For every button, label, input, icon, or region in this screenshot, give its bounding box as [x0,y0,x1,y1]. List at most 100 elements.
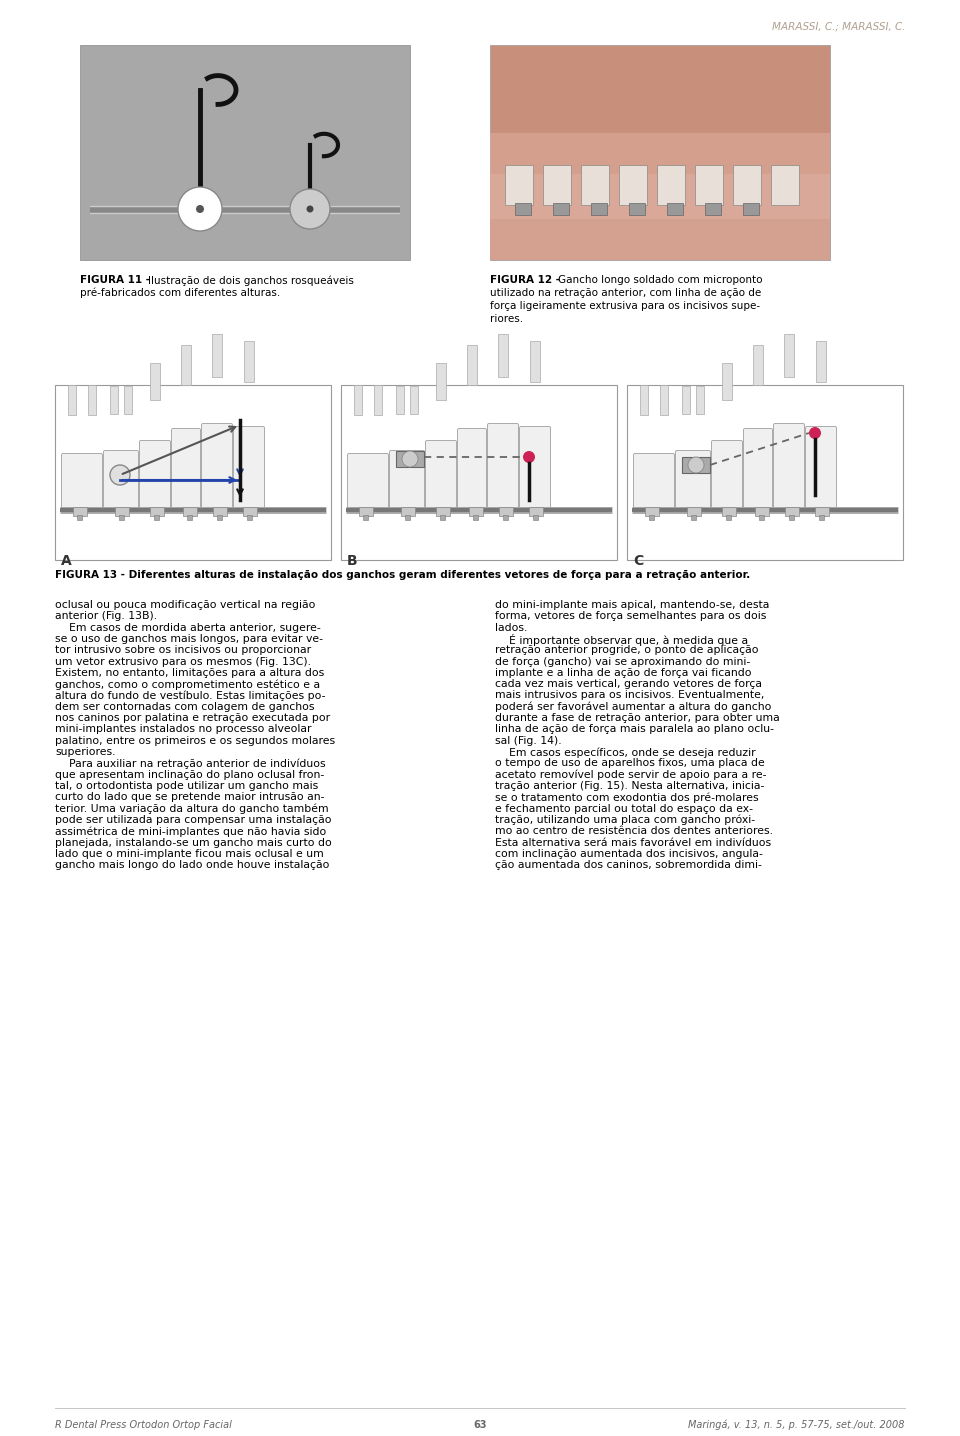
Bar [619,165,647,205]
Text: riores.: riores. [490,314,523,325]
Text: tal, o ortodontista pode utilizar um gancho mais: tal, o ortodontista pode utilizar um gan… [55,781,319,791]
FancyBboxPatch shape [61,454,103,511]
Bar [816,340,826,382]
Circle shape [523,451,535,462]
Bar [629,202,645,215]
Bar [645,507,659,516]
Text: superiores.: superiores. [55,747,115,757]
Text: mo ao centro de resistência dos dentes anteriores.: mo ao centro de resistência dos dentes a… [495,826,773,836]
Text: força ligeiramente extrusiva para os incisivos supe-: força ligeiramente extrusiva para os inc… [490,302,760,312]
Bar [771,165,799,205]
Text: de força (gancho) vai se aproximando do mini-: de força (gancho) vai se aproximando do … [495,656,751,666]
Text: ganchos, como o comprometimento estético e a: ganchos, como o comprometimento estético… [55,679,320,689]
Bar [396,386,404,414]
Text: poderá ser favorável aumentar a altura do gancho: poderá ser favorável aumentar a altura d… [495,702,772,712]
FancyBboxPatch shape [139,441,171,511]
Bar [784,335,794,378]
Text: Existem, no entanto, limitações para a altura dos: Existem, no entanto, limitações para a a… [55,668,324,678]
Bar [110,386,118,414]
Text: anterior (Fig. 13B).: anterior (Fig. 13B). [55,612,157,622]
Bar [755,507,769,516]
FancyBboxPatch shape [774,424,804,511]
Bar [789,516,794,520]
Bar [73,507,87,516]
Bar [753,345,763,385]
Text: Maringá, v. 13, n. 5, p. 57-75, set./out. 2008: Maringá, v. 13, n. 5, p. 57-75, set./out… [688,1420,905,1430]
Text: o tempo de uso de aparelhos fixos, uma placa de: o tempo de uso de aparelhos fixos, uma p… [495,758,765,768]
Text: B: B [347,554,358,569]
FancyBboxPatch shape [805,426,836,511]
Text: cada vez mais vertical, gerando vetores de força: cada vez mais vertical, gerando vetores … [495,679,762,689]
Text: linha de ação de força mais paralela ao plano oclu-: linha de ação de força mais paralela ao … [495,724,774,734]
Text: altura do fundo de vestíbulo. Estas limitações po-: altura do fundo de vestíbulo. Estas limi… [55,691,325,701]
Text: utilizado na retração anterior, com linha de ação de: utilizado na retração anterior, com linh… [490,289,761,299]
FancyBboxPatch shape [172,428,201,511]
Bar [374,385,382,415]
FancyBboxPatch shape [676,451,710,511]
Bar [691,516,696,520]
Bar [498,335,508,378]
Bar [436,507,450,516]
Text: assimétrica de mini-implantes que não havia sido: assimétrica de mini-implantes que não ha… [55,826,326,837]
Text: tor intrusivo sobre os incisivos ou proporcionar: tor intrusivo sobre os incisivos ou prop… [55,645,311,655]
Text: Em casos de mordida aberta anterior, sugere-: Em casos de mordida aberta anterior, sug… [55,623,321,633]
Text: tração, utilizando uma placa com gancho próxi-: tração, utilizando uma placa com gancho … [495,814,756,826]
Bar [150,363,160,401]
Text: um vetor extrusivo para os mesmos (Fig. 13C).: um vetor extrusivo para os mesmos (Fig. … [55,656,311,666]
Text: pré-fabricados com diferentes alturas.: pré-fabricados com diferentes alturas. [80,289,280,299]
Text: se o tratamento com exodontia dos pré-molares: se o tratamento com exodontia dos pré-mo… [495,793,758,803]
Bar [440,516,445,520]
Bar [505,165,533,205]
Bar [682,457,710,472]
Circle shape [402,451,418,467]
Bar [410,386,418,414]
FancyBboxPatch shape [202,424,232,511]
Text: nos caninos por palatina e retração executada por: nos caninos por palatina e retração exec… [55,714,330,724]
Bar [77,516,82,520]
Bar [183,507,197,516]
Text: R Dental Press Ortodon Ortop Facial: R Dental Press Ortodon Ortop Facial [55,1420,232,1430]
Bar [467,345,477,385]
Text: mini-implantes instalados no processo alveolar: mini-implantes instalados no processo al… [55,724,311,734]
Bar [627,385,903,560]
Text: acetato removível pode servir de apoio para a re-: acetato removível pode servir de apoio p… [495,770,766,780]
Text: Gancho longo soldado com microponto: Gancho longo soldado com microponto [558,276,762,284]
Text: que apresentam inclinação do plano oclusal fron-: que apresentam inclinação do plano oclus… [55,770,324,780]
Text: MARASSI, C.; MARASSI, C.: MARASSI, C.; MARASSI, C. [772,22,905,32]
Bar [660,385,668,415]
Circle shape [110,465,130,485]
Text: curto do lado que se pretende maior intrusão an-: curto do lado que se pretende maior intr… [55,793,324,803]
Bar [640,385,648,415]
Text: 63: 63 [473,1420,487,1430]
Bar [515,202,531,215]
Bar [533,516,538,520]
Bar [726,516,731,520]
FancyBboxPatch shape [711,441,742,511]
Bar [212,335,222,378]
Bar [785,507,799,516]
Text: dem ser contornadas com colagem de ganchos: dem ser contornadas com colagem de ganch… [55,702,315,712]
Bar [722,507,736,516]
Text: gancho mais longo do lado onde houve instalação: gancho mais longo do lado onde houve ins… [55,860,329,870]
FancyBboxPatch shape [519,426,550,511]
FancyBboxPatch shape [743,428,773,511]
Bar [722,363,732,401]
Bar [217,516,222,520]
Bar [503,516,508,520]
Text: durante a fase de retração anterior, para obter uma: durante a fase de retração anterior, par… [495,714,780,724]
Bar [124,386,132,414]
Text: se o uso de ganchos mais longos, para evitar ve-: se o uso de ganchos mais longos, para ev… [55,633,323,643]
Bar [759,516,764,520]
Circle shape [306,205,314,213]
Bar [667,202,683,215]
Bar [436,363,446,401]
Bar [247,516,252,520]
Text: oclusal ou pouca modificação vertical na região: oclusal ou pouca modificação vertical na… [55,600,316,610]
Bar [405,516,410,520]
Bar [473,516,478,520]
Bar [490,134,830,220]
FancyBboxPatch shape [233,426,265,511]
Text: É importante observar que, à medida que a: É importante observar que, à medida que … [495,633,748,646]
Bar [119,516,124,520]
Bar [581,165,609,205]
